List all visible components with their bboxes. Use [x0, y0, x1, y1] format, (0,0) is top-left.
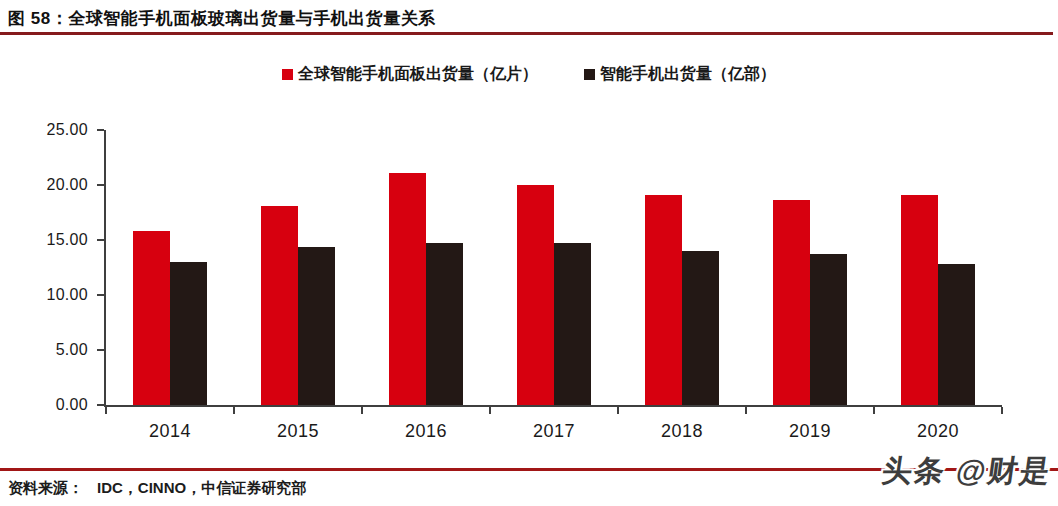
bar-panel-2020: [901, 195, 938, 405]
bar-panel-2015: [261, 206, 298, 405]
chart-region: 0.005.0010.0015.0020.0025.00 20142015201…: [0, 130, 1058, 460]
bar-phone-2020: [938, 264, 975, 405]
x-tick-label-2016: 2016: [362, 421, 490, 442]
bar-phone-2015: [298, 247, 335, 405]
bar-phone-2016: [426, 243, 463, 405]
y-tick-mark: [97, 349, 104, 351]
bar-group-2014: [106, 130, 234, 405]
bar-panel-2016: [389, 173, 426, 405]
x-tick-label-2017: 2017: [490, 421, 618, 442]
y-tick-label-0.00: 0.00: [0, 396, 88, 414]
x-axis-labels: 2014201520162017201820192020: [106, 421, 1002, 442]
bar-group-2017: [490, 130, 618, 405]
y-tick-mark: [97, 239, 104, 241]
legend-label-panel-shipments: 全球智能手机面板出货量（亿片）: [298, 64, 538, 85]
bar-phone-2018: [682, 251, 719, 405]
x-tick-mark: [745, 407, 747, 414]
source-line: 资料来源： IDC，CINNO，中信证券研究部: [8, 479, 306, 498]
bar-phone-2019: [810, 254, 847, 405]
legend-label-phone-shipments: 智能手机出货量（亿部）: [600, 64, 776, 85]
bar-group-2015: [234, 130, 362, 405]
bar-panel-2017: [517, 185, 554, 405]
bar-group-2018: [618, 130, 746, 405]
y-tick-label-15.00: 15.00: [0, 231, 88, 249]
source-label: 资料来源：: [8, 479, 83, 498]
x-tick-mark: [489, 407, 491, 414]
x-tick-mark: [873, 407, 875, 414]
legend-item-phone-shipments: 智能手机出货量（亿部）: [584, 64, 776, 85]
figure-58-card: 图 58：全球智能手机面板玻璃出货量与手机出货量关系 全球智能手机面板出货量（亿…: [0, 0, 1058, 506]
x-tick-label-2018: 2018: [618, 421, 746, 442]
legend-item-panel-shipments: 全球智能手机面板出货量（亿片）: [282, 64, 538, 85]
chart-legend: 全球智能手机面板出货量（亿片） 智能手机出货量（亿部）: [0, 64, 1058, 85]
y-tick-mark: [97, 129, 104, 131]
title-underline-rule: [0, 32, 1053, 35]
y-tick-mark: [97, 294, 104, 296]
bar-phone-2014: [170, 262, 207, 405]
bar-group-2019: [746, 130, 874, 405]
y-tick-label-5.00: 5.00: [0, 341, 88, 359]
bar-panel-2019: [773, 200, 810, 405]
x-tick-mark: [617, 407, 619, 414]
bar-panel-2014: [133, 231, 170, 405]
legend-marker-panel-red-square: [282, 69, 293, 80]
y-tick-mark: [97, 404, 104, 406]
bar-panel-2018: [645, 195, 682, 405]
bar-phone-2017: [554, 243, 591, 405]
x-tick-label-2014: 2014: [106, 421, 234, 442]
x-tick-mark: [361, 407, 363, 414]
x-tick-label-2020: 2020: [874, 421, 1002, 442]
plot-area: [104, 130, 1002, 407]
y-tick-label-25.00: 25.00: [0, 121, 88, 139]
y-tick-label-20.00: 20.00: [0, 176, 88, 194]
figure-title: 图 58：全球智能手机面板玻璃出货量与手机出货量关系: [8, 7, 436, 30]
legend-marker-phone-dark-square: [584, 69, 595, 80]
y-tick-mark: [97, 184, 104, 186]
bars-container: [106, 130, 1002, 405]
x-tick-mark: [233, 407, 235, 414]
bar-group-2016: [362, 130, 490, 405]
bar-group-2020: [874, 130, 1002, 405]
y-axis-labels: 0.005.0010.0015.0020.0025.00: [0, 130, 88, 407]
y-tick-label-10.00: 10.00: [0, 286, 88, 304]
source-text: IDC，CINNO，中信证券研究部: [97, 479, 306, 498]
x-tick-mark: [1001, 407, 1003, 414]
x-tick-label-2019: 2019: [746, 421, 874, 442]
x-tick-mark: [105, 407, 107, 414]
x-tick-label-2015: 2015: [234, 421, 362, 442]
watermark-toutiao-caishi: 头条 @财是: [880, 451, 1055, 492]
